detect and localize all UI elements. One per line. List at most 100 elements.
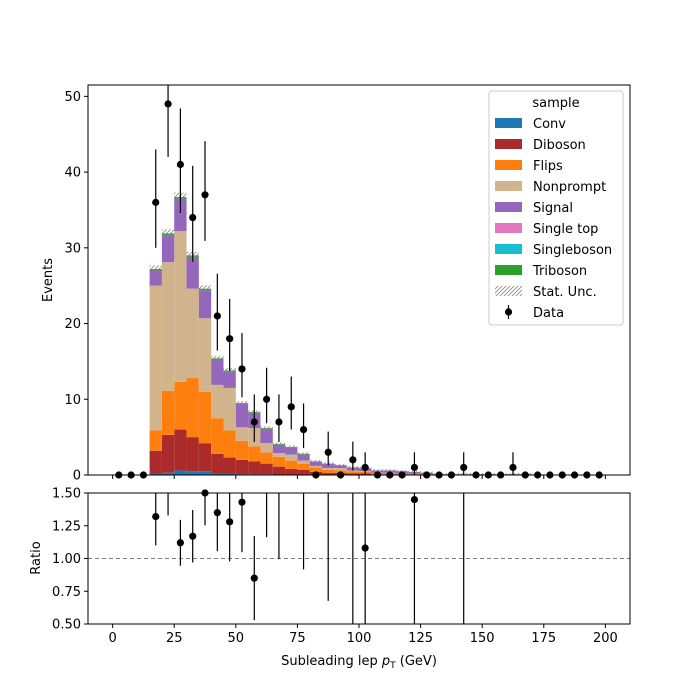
x-tick-label: 0: [108, 631, 116, 646]
bar-segment: [297, 460, 310, 464]
bar-segment: [198, 471, 212, 475]
data-point: [213, 312, 221, 320]
legend: sample Conv Diboson Flips Nonprompt Signal Si…: [488, 90, 624, 326]
bar-segment: [297, 454, 310, 461]
ratio-points: [152, 489, 465, 624]
legend-swatch: [495, 118, 522, 128]
bar-segment: [297, 469, 310, 475]
y-tick-label: 10: [64, 393, 81, 408]
bar-segment: [174, 470, 187, 475]
bar-segment: [161, 472, 175, 475]
data-point: [263, 395, 271, 403]
bar-segment: [198, 290, 212, 319]
x-tick-label: 200: [593, 631, 618, 646]
bar-segment: [248, 446, 261, 462]
x-tick-label: 175: [531, 631, 556, 646]
bar-segment: [272, 466, 286, 475]
bar-segment: [260, 463, 273, 475]
main-plot-panel: 0 10 20 30 40 50 Events: [41, 84, 631, 484]
ratio-plot-panel: 0.50 0.75 1.00 1.25 1.50 0 25 50 75 100 125 150 175…: [29, 487, 631, 671]
bar-segment: [322, 472, 335, 475]
stat-unc-band: [383, 469, 396, 472]
stacked-bars: [149, 197, 532, 475]
bar-segment: [235, 459, 249, 475]
bar-segment: [186, 437, 199, 472]
bar-segment: [309, 467, 323, 472]
ratio-point: [361, 544, 369, 552]
bar-segment: [346, 473, 359, 475]
ratio-point: [250, 574, 258, 582]
bar-segment: [198, 318, 212, 392]
ratio-point: [213, 509, 221, 517]
bar-segment: [186, 256, 199, 289]
bar-segment: [285, 468, 298, 475]
legend-items: Conv Diboson Flips Nonprompt Signal Single to…: [495, 117, 612, 321]
ratio-axes-frame: [87, 492, 631, 625]
legend-swatch: [495, 202, 522, 212]
stat-unc-band: [334, 463, 347, 467]
main-x-ticks: [112, 475, 606, 479]
bar-segment: [186, 471, 199, 475]
stat-unc-band: [235, 401, 249, 406]
x-tick-label: 75: [289, 631, 306, 646]
bar-segment: [309, 465, 323, 468]
legend-swatch: [495, 181, 522, 191]
bar-segment: [198, 443, 212, 472]
stat-unc-band: [198, 285, 212, 293]
bar-segment: [211, 453, 224, 474]
ratio-y-axis-label: Ratio: [29, 541, 44, 574]
bar-segment: [223, 430, 236, 458]
bar-segment: [174, 429, 187, 471]
bar-segment: [260, 443, 273, 453]
legend-label: Diboson: [533, 138, 586, 153]
bar-segment: [161, 434, 175, 473]
bar-segment: [260, 428, 273, 444]
ratio-point: [152, 512, 160, 521]
stat-unc-band: [211, 355, 224, 361]
bar-segment: [174, 381, 187, 430]
legend-swatch: [495, 265, 522, 275]
bar-segment: [248, 461, 261, 475]
ratio-y-tick-label: 1.25: [52, 519, 81, 534]
data-point: [189, 213, 197, 222]
data-point: [287, 403, 295, 411]
bar-segment: [161, 390, 175, 435]
legend-label: Data: [533, 306, 564, 321]
bar-segment: [149, 430, 162, 451]
bar-segment: [211, 473, 224, 475]
ratio-y-ticks: 0.50 0.75 1.00 1.25 1.50: [52, 487, 88, 633]
ratio-point: [410, 495, 419, 504]
stat-unc-band: [285, 445, 298, 449]
legend-label: Conv: [533, 117, 566, 132]
stat-unc-band: [309, 460, 323, 463]
bar-segment: [174, 198, 187, 232]
ratio-y-tick-label: 0.75: [52, 585, 81, 600]
ratio-point: [176, 539, 184, 547]
bar-segment: [223, 473, 236, 475]
bar-segment: [149, 473, 162, 475]
bar-segment: [260, 452, 273, 464]
bar-segment: [322, 463, 335, 469]
data-point: [361, 463, 369, 472]
y-axis-label: Events: [41, 258, 56, 302]
ratio-point: [189, 532, 197, 540]
bar-segment: [322, 469, 335, 473]
bar-segment: [346, 471, 359, 474]
bar-segment: [272, 456, 286, 467]
bar-segment: [198, 391, 212, 444]
data-point: [226, 335, 234, 343]
legend-swatch: [495, 223, 522, 233]
stat-unc-band: [149, 265, 162, 273]
x-tick-label: 25: [166, 631, 183, 646]
bar-segment: [235, 403, 249, 428]
data-point: [324, 448, 332, 456]
stat-unc-band: [272, 442, 286, 446]
bar-segment: [334, 465, 347, 469]
ratio-point: [238, 498, 246, 506]
legend-swatch: [495, 139, 522, 149]
legend-title: sample: [532, 96, 579, 111]
legend-swatch: [495, 244, 522, 254]
y-tick-label: 40: [64, 166, 81, 181]
bar-segment: [272, 453, 286, 457]
stat-unc-band: [395, 470, 409, 473]
